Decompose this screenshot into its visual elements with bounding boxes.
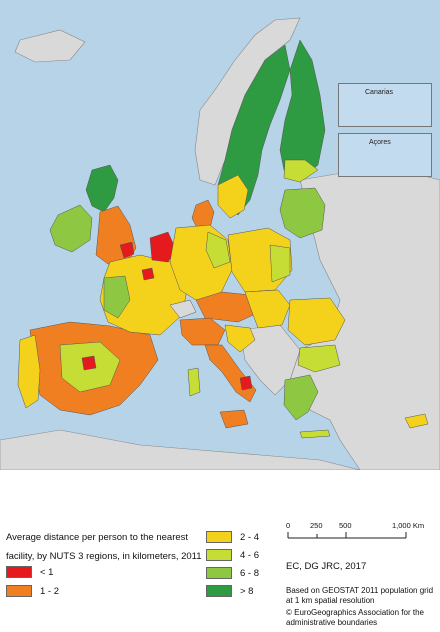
region-uk-scotland [85,164,119,213]
scale-tick-1000: 1,000 Km [392,521,425,530]
europe-map [0,17,440,470]
region-sardinia [187,367,201,397]
legend-label-0: < 1 [40,567,54,578]
legend-title-line1: Average distance per person to the neare… [6,532,189,543]
region-spain-madrid [81,355,97,371]
region-italy-naples [239,375,253,391]
legend-label-4: 6 - 8 [240,568,260,579]
region-germany-east [205,231,231,269]
non-eu-land [289,169,440,470]
non-eu-land-balkans [239,324,301,396]
region-romania [287,297,346,346]
credit-copyright-2: administrative boundaries [286,618,378,627]
non-eu-land-iceland [14,29,86,63]
region-crete [299,429,331,439]
scale-tick-250: 250 [310,521,323,530]
scale-bar [287,532,407,539]
non-eu-land-north-africa [0,429,361,470]
credit-source: EC, DG JRC, 2017 [286,561,367,572]
credit-based-on-1: Based on GEOSTAT 2011 population grid [286,586,434,595]
region-sicily [219,409,249,429]
region-sweden-south [217,174,249,219]
region-bulgaria [297,344,341,373]
inset-canarias: Canarias [338,83,432,127]
region-italy-north [179,317,226,346]
region-france-west [103,275,131,319]
legend-swatch-3 [206,549,232,561]
legend-swatch-4 [206,567,232,579]
region-switzerland [169,299,197,319]
legend-label-3: 4 - 6 [240,550,260,561]
inset-acores-label: Açores [369,139,391,146]
region-uk-london [119,241,135,259]
legend: Average distance per person to the neare… [0,470,440,632]
region-france-paris [141,267,155,281]
region-greece [283,374,319,421]
region-croatia [224,324,256,353]
legend-label-2: 2 - 4 [240,532,260,543]
region-portugal [17,334,41,409]
legend-label-5: > 8 [240,586,254,597]
scale-tick-500: 500 [339,521,352,530]
inset-acores: Açores [338,133,432,177]
region-baltics [279,187,326,239]
region-finland-south [283,159,319,183]
map-frame: Canarias Açores [0,0,440,471]
region-poland-east [269,244,291,283]
region-hungary-slovakia [244,289,291,329]
legend-label-1: 1 - 2 [40,586,60,597]
legend-swatch-5 [206,585,232,597]
legend-title-line2: facility, by NUTS 3 regions, in kilomete… [6,551,202,562]
credit-based-on-2: at 1 km spatial resolution [286,596,375,605]
scale-tick-0: 0 [286,521,291,530]
region-cyprus [404,413,429,429]
legend-swatch-1 [6,585,32,597]
legend-swatch-2 [206,531,232,543]
legend-swatch-0 [6,566,32,578]
inset-canarias-label: Canarias [365,89,394,96]
region-ireland [49,204,93,253]
credit-copyright-1: © EuroGeographics Association for the [286,608,424,617]
